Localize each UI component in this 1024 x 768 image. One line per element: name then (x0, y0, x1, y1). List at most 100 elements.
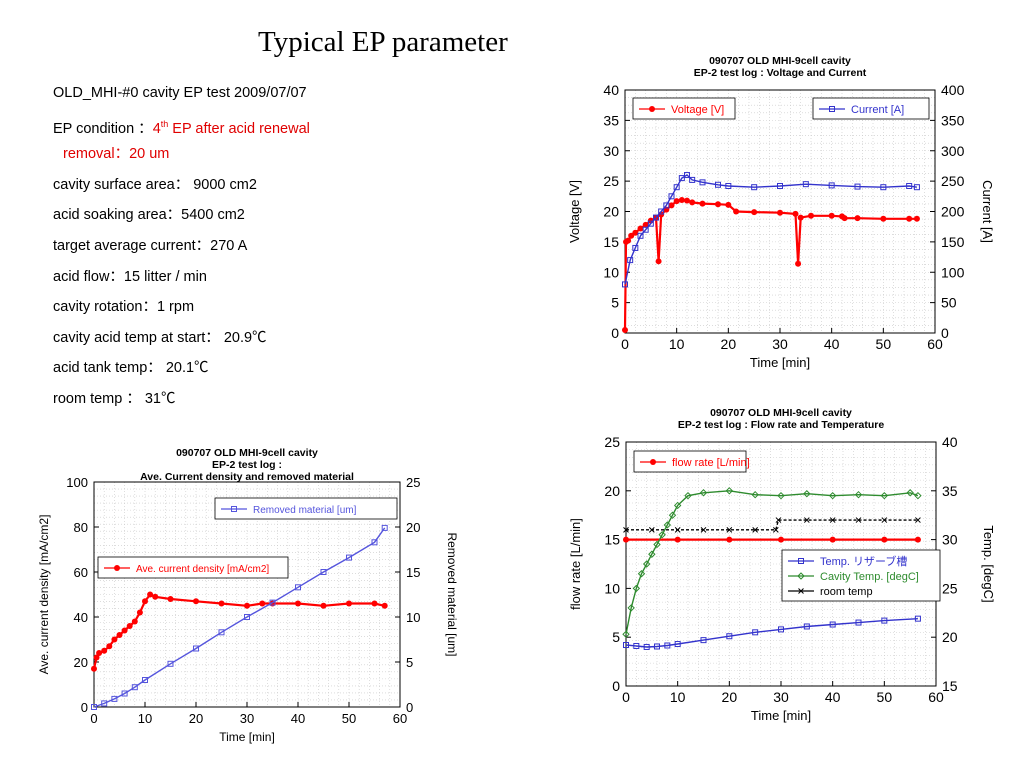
data-point-1 (678, 175, 685, 182)
data-point-0 (320, 602, 327, 609)
x-tick-label: 40 (824, 336, 840, 352)
data-point-0 (96, 650, 103, 656)
data-point-0 (131, 618, 138, 625)
y-tick-label: 100 (66, 475, 88, 490)
y-tick-label: 25 (603, 173, 619, 189)
data-point-0 (101, 647, 108, 654)
y-tick-label: 10 (603, 264, 619, 280)
data-point-2 (684, 491, 692, 500)
y2-tick-label: 20 (406, 520, 420, 535)
data-point-0 (751, 209, 758, 216)
data-point-3 (803, 517, 810, 523)
legend-box-left (633, 450, 747, 473)
y-tick-label: 20 (603, 204, 619, 220)
legend-marker-right (798, 558, 804, 564)
chart-subtitle: EP-2 test log : Voltage and Current (694, 67, 867, 79)
x-tick-label: 50 (876, 336, 892, 352)
y2-tick-label: 20 (942, 629, 958, 645)
y2-tick-label: 30 (942, 532, 958, 548)
x-tick-label: 30 (773, 689, 789, 705)
x-tick-label: 40 (825, 689, 841, 705)
data-point-1 (828, 182, 835, 189)
data-point-1 (751, 184, 758, 191)
data-point-3 (726, 526, 733, 533)
data-point-1 (664, 642, 671, 649)
data-point-2 (627, 604, 635, 612)
data-point-1 (632, 244, 639, 251)
data-point-0 (678, 196, 685, 203)
data-point-0 (642, 221, 649, 228)
x-tick-label: 10 (669, 336, 685, 352)
param-removal: removal：20 um (63, 146, 170, 163)
y2-tick-label: 250 (941, 173, 965, 189)
y-tick-label: 40 (74, 610, 88, 625)
chart-subtitle: EP-2 test log : Flow rate and Temperatur… (678, 419, 885, 431)
data-point-0 (91, 665, 97, 672)
data-point-1 (101, 700, 108, 707)
param-target-current: target average current：270 A (53, 237, 248, 254)
data-point-0 (152, 593, 159, 600)
data-point-1 (726, 633, 733, 640)
y2-tick-label: 35 (942, 483, 958, 499)
legend-box-right (812, 97, 930, 120)
data-point-0 (147, 591, 154, 598)
data-point-2 (673, 501, 682, 510)
y2-tick-label: 25 (942, 580, 958, 596)
data-point-0 (111, 636, 118, 643)
data-point-0 (637, 225, 644, 232)
data-point-1 (654, 643, 660, 650)
y2-tick-label: 350 (941, 112, 965, 128)
legend-marker-right (798, 588, 804, 594)
y2-tick-label: 0 (406, 700, 413, 715)
data-point-0 (218, 600, 225, 607)
y-axis-label: Ave. current density [mA/cm2] (37, 515, 51, 675)
data-point-1 (855, 619, 862, 626)
legend-box-left (632, 97, 736, 120)
x-tick-label: 30 (772, 336, 788, 352)
data-point-0 (906, 215, 913, 222)
series-line-1 (625, 618, 918, 648)
data-point-0 (854, 215, 861, 222)
data-point-1 (381, 524, 388, 531)
data-point-0 (93, 654, 100, 661)
param-rotation: cavity rotation：1 rpm (53, 299, 195, 316)
x-tick-label: 0 (621, 336, 629, 352)
ep-condition-label: EP condition ： (53, 120, 153, 137)
x-tick-label: 10 (138, 711, 152, 726)
ep-condition-sup: th (160, 118, 169, 129)
data-point-0 (715, 201, 721, 208)
slide-title: Typical EP parameter (258, 26, 508, 58)
data-point-3 (623, 526, 629, 533)
y-tick-label: 20 (74, 655, 88, 670)
x-tick-label: 10 (670, 689, 686, 705)
data-point-1 (121, 690, 128, 697)
data-point-3 (752, 526, 759, 533)
legend-marker-left (650, 459, 656, 465)
data-point-2 (854, 490, 863, 499)
param-acid-flow: acid flow：15 litter / min (53, 268, 207, 285)
data-point-0 (381, 602, 388, 609)
data-point-2 (653, 540, 661, 549)
data-point-1 (803, 623, 810, 630)
data-point-1 (269, 599, 276, 606)
x-tick-label: 50 (877, 689, 893, 705)
y-tick-label: 5 (611, 295, 619, 311)
data-point-1 (627, 257, 634, 264)
data-point-1 (674, 641, 681, 648)
param-tank-temp: acid tank temp： 20.1℃ (53, 360, 209, 377)
x-tick-label: 0 (90, 711, 97, 726)
data-point-1 (142, 677, 148, 683)
y2-tick-label: 5 (406, 655, 413, 670)
data-point-1 (778, 626, 784, 633)
data-point-0 (689, 199, 696, 206)
data-point-3 (915, 517, 921, 523)
data-point-0 (632, 229, 639, 236)
data-point-1 (854, 183, 861, 190)
data-point-0 (797, 214, 804, 221)
data-point-3 (829, 517, 836, 523)
x-tick-label: 20 (722, 689, 738, 705)
data-point-1 (642, 226, 649, 233)
data-point-0 (625, 237, 632, 244)
data-point-2 (642, 560, 651, 568)
